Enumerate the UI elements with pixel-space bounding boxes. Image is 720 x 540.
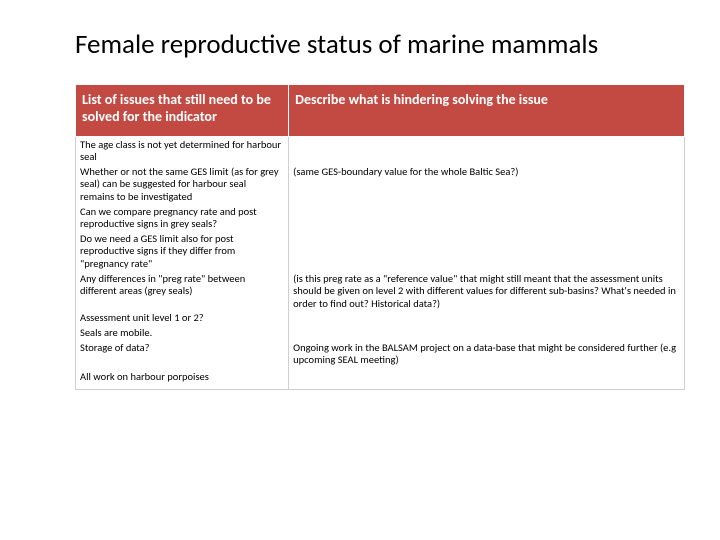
table-row: Seals are mobile. [76, 326, 685, 341]
cell-issue: Do we need a GES limit also for post rep… [76, 232, 289, 272]
cell-hindering [289, 136, 685, 165]
table-row: Can we compare pregnancy rate and post r… [76, 205, 685, 232]
cell-hindering: (is this preg rate as a "reference value… [289, 272, 685, 312]
cell-hindering [289, 370, 685, 390]
cell-issue: Assessment unit level 1 or 2? [76, 311, 289, 326]
slide: Female reproductive status of marine mam… [0, 0, 720, 540]
table-row: Whether or not the same GES limit (as fo… [76, 165, 685, 205]
issues-table: List of issues that still need to be sol… [75, 84, 685, 391]
cell-issue: Can we compare pregnancy rate and post r… [76, 205, 289, 232]
table-row: Any differences in "preg rate" between d… [76, 272, 685, 312]
table-row: The age class is not yet determined for … [76, 136, 685, 165]
column-header-issues: List of issues that still need to be sol… [76, 84, 289, 136]
column-header-hindering: Describe what is hindering solving the i… [289, 84, 685, 136]
table-row: Do we need a GES limit also for post rep… [76, 232, 685, 272]
cell-hindering [289, 205, 685, 232]
cell-issue: Whether or not the same GES limit (as fo… [76, 165, 289, 205]
cell-hindering [289, 326, 685, 341]
cell-issue: Any differences in "preg rate" between d… [76, 272, 289, 312]
cell-issue: Seals are mobile. [76, 326, 289, 341]
cell-hindering: Ongoing work in the BALSAM project on a … [289, 341, 685, 368]
cell-issue: All work on harbour porpoises [76, 370, 289, 390]
cell-issue: The age class is not yet determined for … [76, 136, 289, 165]
table-row: Assessment unit level 1 or 2? [76, 311, 685, 326]
slide-title: Female reproductive status of marine mam… [75, 30, 685, 60]
cell-issue: Storage of data? [76, 341, 289, 368]
table-header-row: List of issues that still need to be sol… [76, 84, 685, 136]
cell-hindering [289, 232, 685, 272]
cell-hindering: (same GES-boundary value for the whole B… [289, 165, 685, 205]
table-row: All work on harbour porpoises [76, 370, 685, 390]
cell-hindering [289, 311, 685, 326]
table-row: Storage of data? Ongoing work in the BAL… [76, 341, 685, 368]
